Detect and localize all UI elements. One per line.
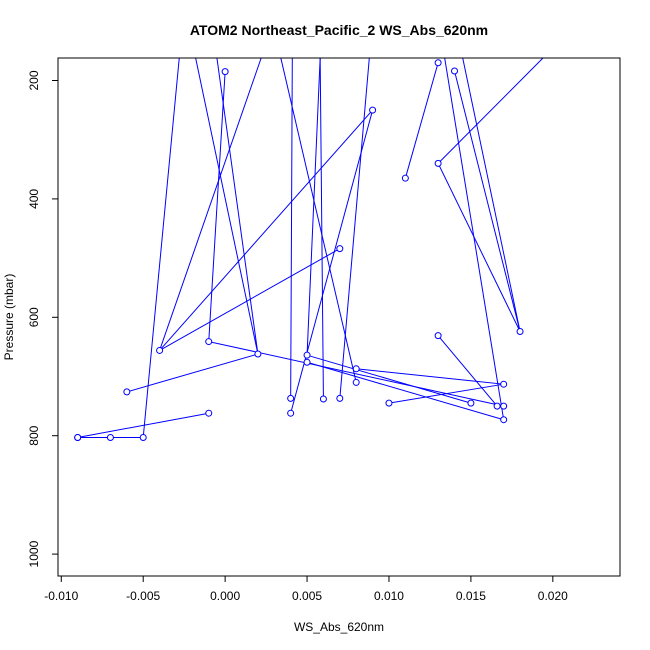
data-point [467,399,475,407]
series-line-segment [216,58,259,355]
data-point [516,328,524,335]
data-point [221,68,229,76]
data-point [319,395,327,403]
series-line-segment [280,58,357,383]
data-point [336,394,344,402]
data-point [352,365,360,373]
series-line-segment [306,361,504,421]
data-point [74,433,82,441]
data-point [336,245,344,253]
series-line-segment [77,58,180,438]
y-axis-title: Pressure (mbar) [2,274,16,361]
x-tick-label: -0.010 [44,589,78,603]
data-point [205,338,213,346]
x-tick-label: 0.010 [374,589,404,603]
data-point [123,388,131,396]
data-point [451,67,459,75]
series-line-segment [159,58,262,351]
data-point [434,59,442,67]
x-tick-label: -0.005 [126,589,160,603]
series-line-segment [462,58,521,332]
data-point [493,402,501,410]
x-axis: -0.010 -0.005 0.000 0.005 0.010 0.015 0.020 [44,575,568,603]
data-point [205,409,213,417]
data-point [500,380,508,388]
chart-title: ATOM2 Northeast_Pacific_2 WS_Abs_620nm [190,22,488,38]
data-point [303,358,311,366]
data-point [369,106,377,114]
x-tick-label: 0.015 [456,589,486,603]
data-point [500,416,508,424]
series-line-segment [437,58,544,332]
data-point [156,346,164,354]
data-point [500,402,508,410]
data-point [139,433,147,441]
x-tick-label: 0.000 [210,589,240,603]
data-point [287,394,295,402]
series-line-segment [404,62,439,179]
series-lines [77,58,544,438]
y-axis: 200 400 600 800 1000 [27,70,59,567]
series-points [74,59,524,441]
data-point [106,433,114,441]
series-line-segment [437,335,498,407]
series-line-segment [444,58,505,420]
data-point [254,350,262,358]
data-point [287,409,295,417]
y-tick-label: 800 [27,425,41,445]
data-point [352,378,360,386]
data-point [401,174,409,182]
x-axis-title: WS_Abs_620nm [294,620,384,634]
x-tick-label: 0.005 [292,589,322,603]
series-line-segment [290,58,293,399]
x-tick-label: 0.020 [538,589,568,603]
y-tick-label: 200 [27,70,41,90]
y-tick-label: 400 [27,189,41,209]
y-tick-label: 600 [27,307,41,327]
data-point [434,159,442,167]
series-line-segment [319,58,324,399]
series-line-segment [77,412,209,438]
y-tick-label: 1000 [27,540,41,567]
data-point [434,332,442,340]
data-point [303,351,311,359]
series-line-segment [339,58,370,399]
data-point [385,399,393,407]
